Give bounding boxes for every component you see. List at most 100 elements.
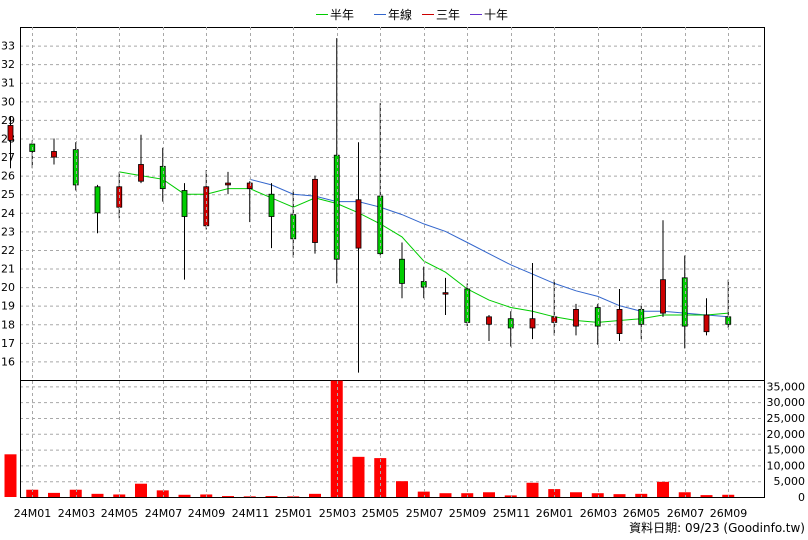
- price-frame: [20, 27, 765, 381]
- candle: [290, 190, 297, 258]
- candle: [72, 142, 79, 191]
- price-tick-label: 25: [1, 188, 15, 201]
- legend: 半年 年線 三年 十年: [316, 7, 508, 22]
- candle: [333, 38, 340, 284]
- x-tick-label: 24M01: [14, 507, 52, 520]
- x-axis: 24M01 24M03 24M05 24M07 24M09 24M11 25M01 25M03…: [14, 27, 748, 520]
- volume-bar: [352, 456, 365, 497]
- volume-frame: [20, 380, 765, 498]
- x-tick-label: 26M09: [710, 507, 748, 520]
- x-tick-label: 25M03: [319, 507, 357, 520]
- candle: [225, 171, 231, 195]
- price-tick-label: 19: [1, 300, 15, 313]
- x-tick-label: 26M05: [623, 507, 661, 520]
- volume-bar: [678, 492, 691, 497]
- candle: [616, 288, 623, 341]
- volume-bar: [526, 482, 539, 497]
- volume-tick-label: 25,000: [767, 412, 806, 425]
- candle-body: [420, 281, 427, 288]
- volume-bar: [91, 493, 104, 497]
- volume-bar: [69, 489, 82, 497]
- candle: [159, 147, 166, 202]
- price-tick-label: 20: [1, 281, 15, 294]
- volume-tick-label: 30,000: [767, 396, 806, 409]
- x-tick-label: 25M05: [362, 507, 400, 520]
- x-tick-label: 26M01: [536, 507, 574, 520]
- ma-year-line: [249, 178, 729, 318]
- price-tick-label: 27: [1, 151, 15, 164]
- volume-panel: 0 5,000 10,000 15,000 20,000 25,000 30,000 35,0…: [4, 380, 806, 504]
- ma-halfyear-line: [119, 171, 729, 323]
- legend-label: 年線: [388, 7, 412, 22]
- price-tick-label: 31: [1, 77, 15, 90]
- legend-item: 年線: [374, 7, 412, 22]
- candle-body: [138, 164, 144, 182]
- candle: [312, 175, 318, 254]
- x-tick-label: 25M01: [275, 507, 313, 520]
- candle-body: [225, 182, 231, 186]
- volume-tick-label: 15,000: [767, 444, 806, 457]
- volume-bar: [548, 489, 561, 497]
- candle-body: [594, 307, 601, 327]
- legend-label: 三年: [436, 8, 460, 22]
- price-tick-label: 18: [1, 318, 15, 331]
- candle-body: [507, 318, 514, 329]
- candle-body: [442, 292, 449, 295]
- candle: [573, 303, 579, 336]
- candle-body: [681, 277, 688, 327]
- volume-tick-label: 10,000: [767, 459, 806, 472]
- volume-bar: [135, 483, 147, 497]
- volume-bar: [330, 380, 343, 497]
- x-tick-label: 25M09: [449, 507, 487, 520]
- footer-note: 資料日期: 09/23 (Goodinfo.tw): [629, 521, 805, 535]
- price-tick-label: 26: [1, 170, 15, 183]
- candle: [399, 242, 405, 299]
- price-panel: 161718192021222324252627282930313233: [1, 27, 765, 381]
- candle-body: [573, 308, 579, 327]
- candle: [51, 138, 57, 165]
- volume-tick-label: 20,000: [767, 428, 806, 441]
- candle-body: [333, 154, 340, 260]
- volume-bar: [265, 496, 278, 497]
- candle-body: [312, 178, 318, 243]
- candle-body: [268, 193, 275, 217]
- x-tick-label: 24M11: [232, 507, 270, 520]
- volume-bar: [591, 493, 604, 497]
- volume-tick-label: 0: [798, 491, 805, 504]
- volume-bar: [504, 495, 517, 497]
- candle-body: [7, 125, 14, 141]
- candle: [246, 181, 253, 223]
- candle-body: [181, 190, 188, 217]
- candle: [94, 184, 101, 234]
- candle: [442, 277, 449, 315]
- volume-bar: [417, 491, 430, 497]
- x-tick-label: 24M03: [58, 507, 96, 520]
- candle: [681, 255, 688, 349]
- price-tick-label: 33: [1, 40, 15, 53]
- legend-item: 半年: [316, 8, 354, 22]
- x-tick-label: 26M03: [580, 507, 618, 520]
- candle-body: [703, 314, 710, 333]
- candle-body: [616, 308, 623, 334]
- x-tick-label: 24M07: [145, 507, 183, 520]
- candle: [181, 183, 188, 280]
- x-tick-label: 25M07: [406, 507, 444, 520]
- candle: [507, 311, 514, 347]
- candle-body: [94, 186, 101, 214]
- candle-body: [355, 199, 362, 249]
- volume-bar: [700, 495, 713, 497]
- volume-bar: [243, 496, 256, 497]
- candle: [486, 314, 492, 341]
- volume-bar: [570, 492, 582, 497]
- price-tick-label: 17: [1, 337, 15, 350]
- candle-body: [660, 279, 666, 314]
- x-tick-label: 24M09: [188, 507, 226, 520]
- candle: [703, 298, 710, 336]
- candle-body: [51, 151, 57, 158]
- candle-body: [72, 149, 79, 186]
- price-tick-label: 22: [1, 244, 15, 257]
- candle-body: [486, 316, 492, 325]
- volume-bar: [26, 489, 39, 497]
- x-tick-label: 24M05: [101, 507, 139, 520]
